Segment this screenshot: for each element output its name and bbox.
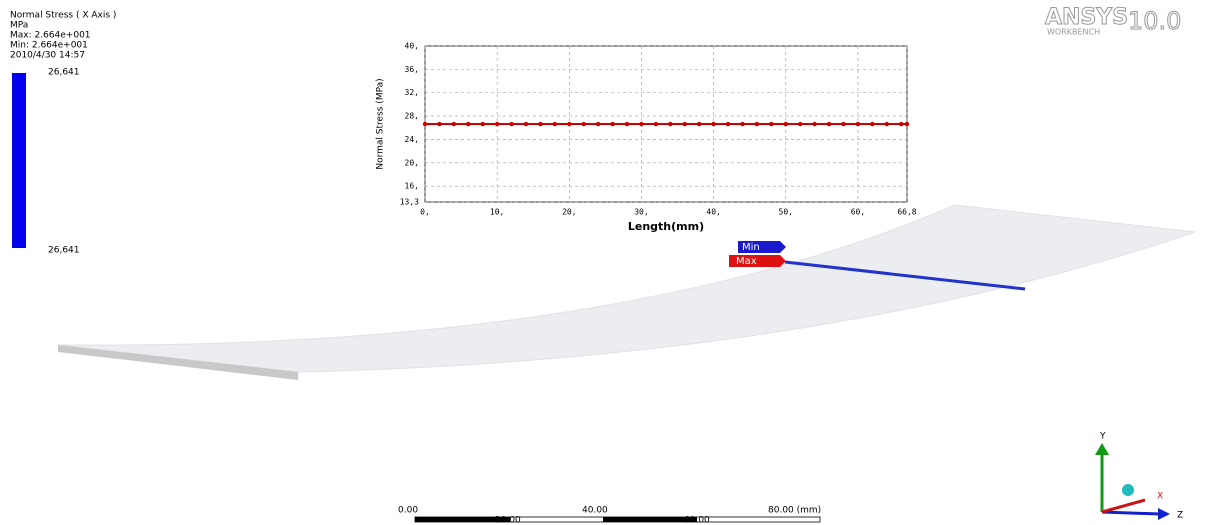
logo-brand: ANSYS bbox=[1045, 5, 1128, 30]
y-tick-label: 40, bbox=[405, 42, 419, 51]
data-point bbox=[798, 122, 802, 126]
data-point bbox=[582, 122, 586, 126]
x-tick-label: 20, bbox=[562, 208, 576, 217]
data-point bbox=[755, 122, 759, 126]
x-tick-label: 66,8 bbox=[897, 208, 916, 217]
triad-label: Y bbox=[1099, 432, 1106, 442]
x-axis-label: Length(mm) bbox=[628, 220, 704, 233]
logo-version: 10.0 bbox=[1128, 7, 1181, 35]
x-tick-label: 10, bbox=[490, 208, 504, 217]
data-point bbox=[625, 122, 629, 126]
triad-axis bbox=[1102, 500, 1145, 512]
data-point bbox=[885, 122, 889, 126]
data-point bbox=[509, 122, 513, 126]
data-point bbox=[905, 122, 909, 126]
legend-label: 26,641 bbox=[48, 246, 80, 256]
data-point bbox=[466, 122, 470, 126]
data-point bbox=[784, 122, 788, 126]
data-point bbox=[827, 122, 831, 126]
x-tick-label: 30, bbox=[634, 208, 648, 217]
data-point bbox=[711, 122, 715, 126]
y-axis-label: Normal Stress (MPa) bbox=[376, 78, 386, 169]
triad-arrow bbox=[1158, 508, 1170, 520]
data-point bbox=[899, 122, 903, 126]
page: Normal Stress ( X Axis ) MPa Max: 2.664e… bbox=[0, 0, 1213, 525]
data-point bbox=[726, 122, 730, 126]
chart: Length(mm) Normal Stress (MPa) 13,3 16, 20… bbox=[376, 42, 917, 234]
data-point bbox=[870, 122, 874, 126]
y-tick-label: 20, bbox=[405, 158, 419, 167]
y-tick-label: 28, bbox=[405, 112, 419, 121]
max-label: Max bbox=[736, 256, 757, 267]
scale-label: 80.00 (mm) bbox=[768, 506, 821, 516]
x-tick-label: 0, bbox=[420, 208, 430, 217]
triad-axis bbox=[1102, 512, 1160, 514]
data-point bbox=[740, 122, 744, 126]
scale-label: 0.00 bbox=[398, 506, 418, 516]
triad-label: X bbox=[1157, 492, 1163, 502]
result-min: Min: 2.664e+001 bbox=[10, 41, 88, 51]
x-tick-label: 60, bbox=[851, 208, 865, 217]
logo-product: WORKBENCH bbox=[1047, 28, 1100, 37]
data-point bbox=[481, 122, 485, 126]
data-point bbox=[683, 122, 687, 126]
min-label: Min bbox=[742, 242, 760, 253]
data-point bbox=[596, 122, 600, 126]
scale-label: 40.00 bbox=[582, 506, 608, 516]
viewport: Normal Stress ( X Axis ) MPa Max: 2.664e… bbox=[0, 0, 1213, 525]
data-point bbox=[639, 122, 643, 126]
data-point bbox=[812, 122, 816, 126]
triad-label: Z bbox=[1177, 511, 1183, 521]
y-tick-label: 16, bbox=[405, 182, 419, 191]
scale-segment bbox=[603, 517, 697, 522]
data-point bbox=[769, 122, 773, 126]
legend-label: 26,641 bbox=[48, 68, 80, 78]
triad-ball bbox=[1122, 484, 1134, 496]
y-tick-label: 32, bbox=[405, 88, 419, 97]
scale-label: 60.00 bbox=[684, 516, 710, 525]
legend-bar bbox=[12, 73, 26, 248]
data-point bbox=[524, 122, 528, 126]
y-tick-label: 36, bbox=[405, 65, 419, 74]
data-point bbox=[567, 122, 571, 126]
data-point bbox=[437, 122, 441, 126]
result-time: 2010/4/30 14:57 bbox=[10, 51, 85, 61]
y-tick-label: 24, bbox=[405, 135, 419, 144]
data-point bbox=[495, 122, 499, 126]
data-point bbox=[841, 122, 845, 126]
data-point bbox=[654, 122, 658, 126]
x-tick-label: 50, bbox=[779, 208, 793, 217]
result-unit: MPa bbox=[10, 21, 28, 31]
y-tick-label: 13,3 bbox=[400, 198, 419, 207]
result-max: Max: 2.664e+001 bbox=[10, 31, 91, 41]
data-point bbox=[423, 122, 427, 126]
triad-arrow bbox=[1095, 443, 1109, 455]
result-title: Normal Stress ( X Axis ) bbox=[10, 11, 116, 21]
data-point bbox=[452, 122, 456, 126]
data-point bbox=[538, 122, 542, 126]
data-point bbox=[856, 122, 860, 126]
x-tick-label: 40, bbox=[706, 208, 720, 217]
data-point bbox=[697, 122, 701, 126]
data-point bbox=[668, 122, 672, 126]
scale-label: 20.00 bbox=[495, 516, 521, 525]
data-point bbox=[553, 122, 557, 126]
data-point bbox=[610, 122, 614, 126]
